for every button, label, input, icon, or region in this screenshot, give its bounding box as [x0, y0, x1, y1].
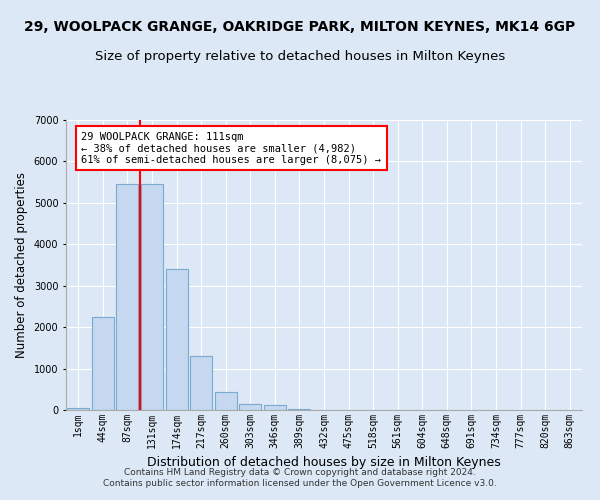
Bar [239, 404, 262, 410]
Text: Contains HM Land Registry data © Crown copyright and database right 2024.
Contai: Contains HM Land Registry data © Crown c… [103, 468, 497, 487]
Bar [92, 317, 114, 410]
Text: Size of property relative to detached houses in Milton Keynes: Size of property relative to detached ho… [95, 50, 505, 63]
Bar [215, 392, 237, 410]
X-axis label: Distribution of detached houses by size in Milton Keynes: Distribution of detached houses by size … [147, 456, 501, 469]
Text: 29 WOOLPACK GRANGE: 111sqm
← 38% of detached houses are smaller (4,982)
61% of s: 29 WOOLPACK GRANGE: 111sqm ← 38% of deta… [82, 132, 382, 165]
Bar [190, 356, 212, 410]
Bar [289, 409, 310, 410]
Bar [264, 405, 286, 410]
Text: 29, WOOLPACK GRANGE, OAKRIDGE PARK, MILTON KEYNES, MK14 6GP: 29, WOOLPACK GRANGE, OAKRIDGE PARK, MILT… [25, 20, 575, 34]
Bar [67, 408, 89, 410]
Bar [166, 269, 188, 410]
Y-axis label: Number of detached properties: Number of detached properties [15, 172, 28, 358]
Bar [141, 184, 163, 410]
Bar [116, 184, 139, 410]
